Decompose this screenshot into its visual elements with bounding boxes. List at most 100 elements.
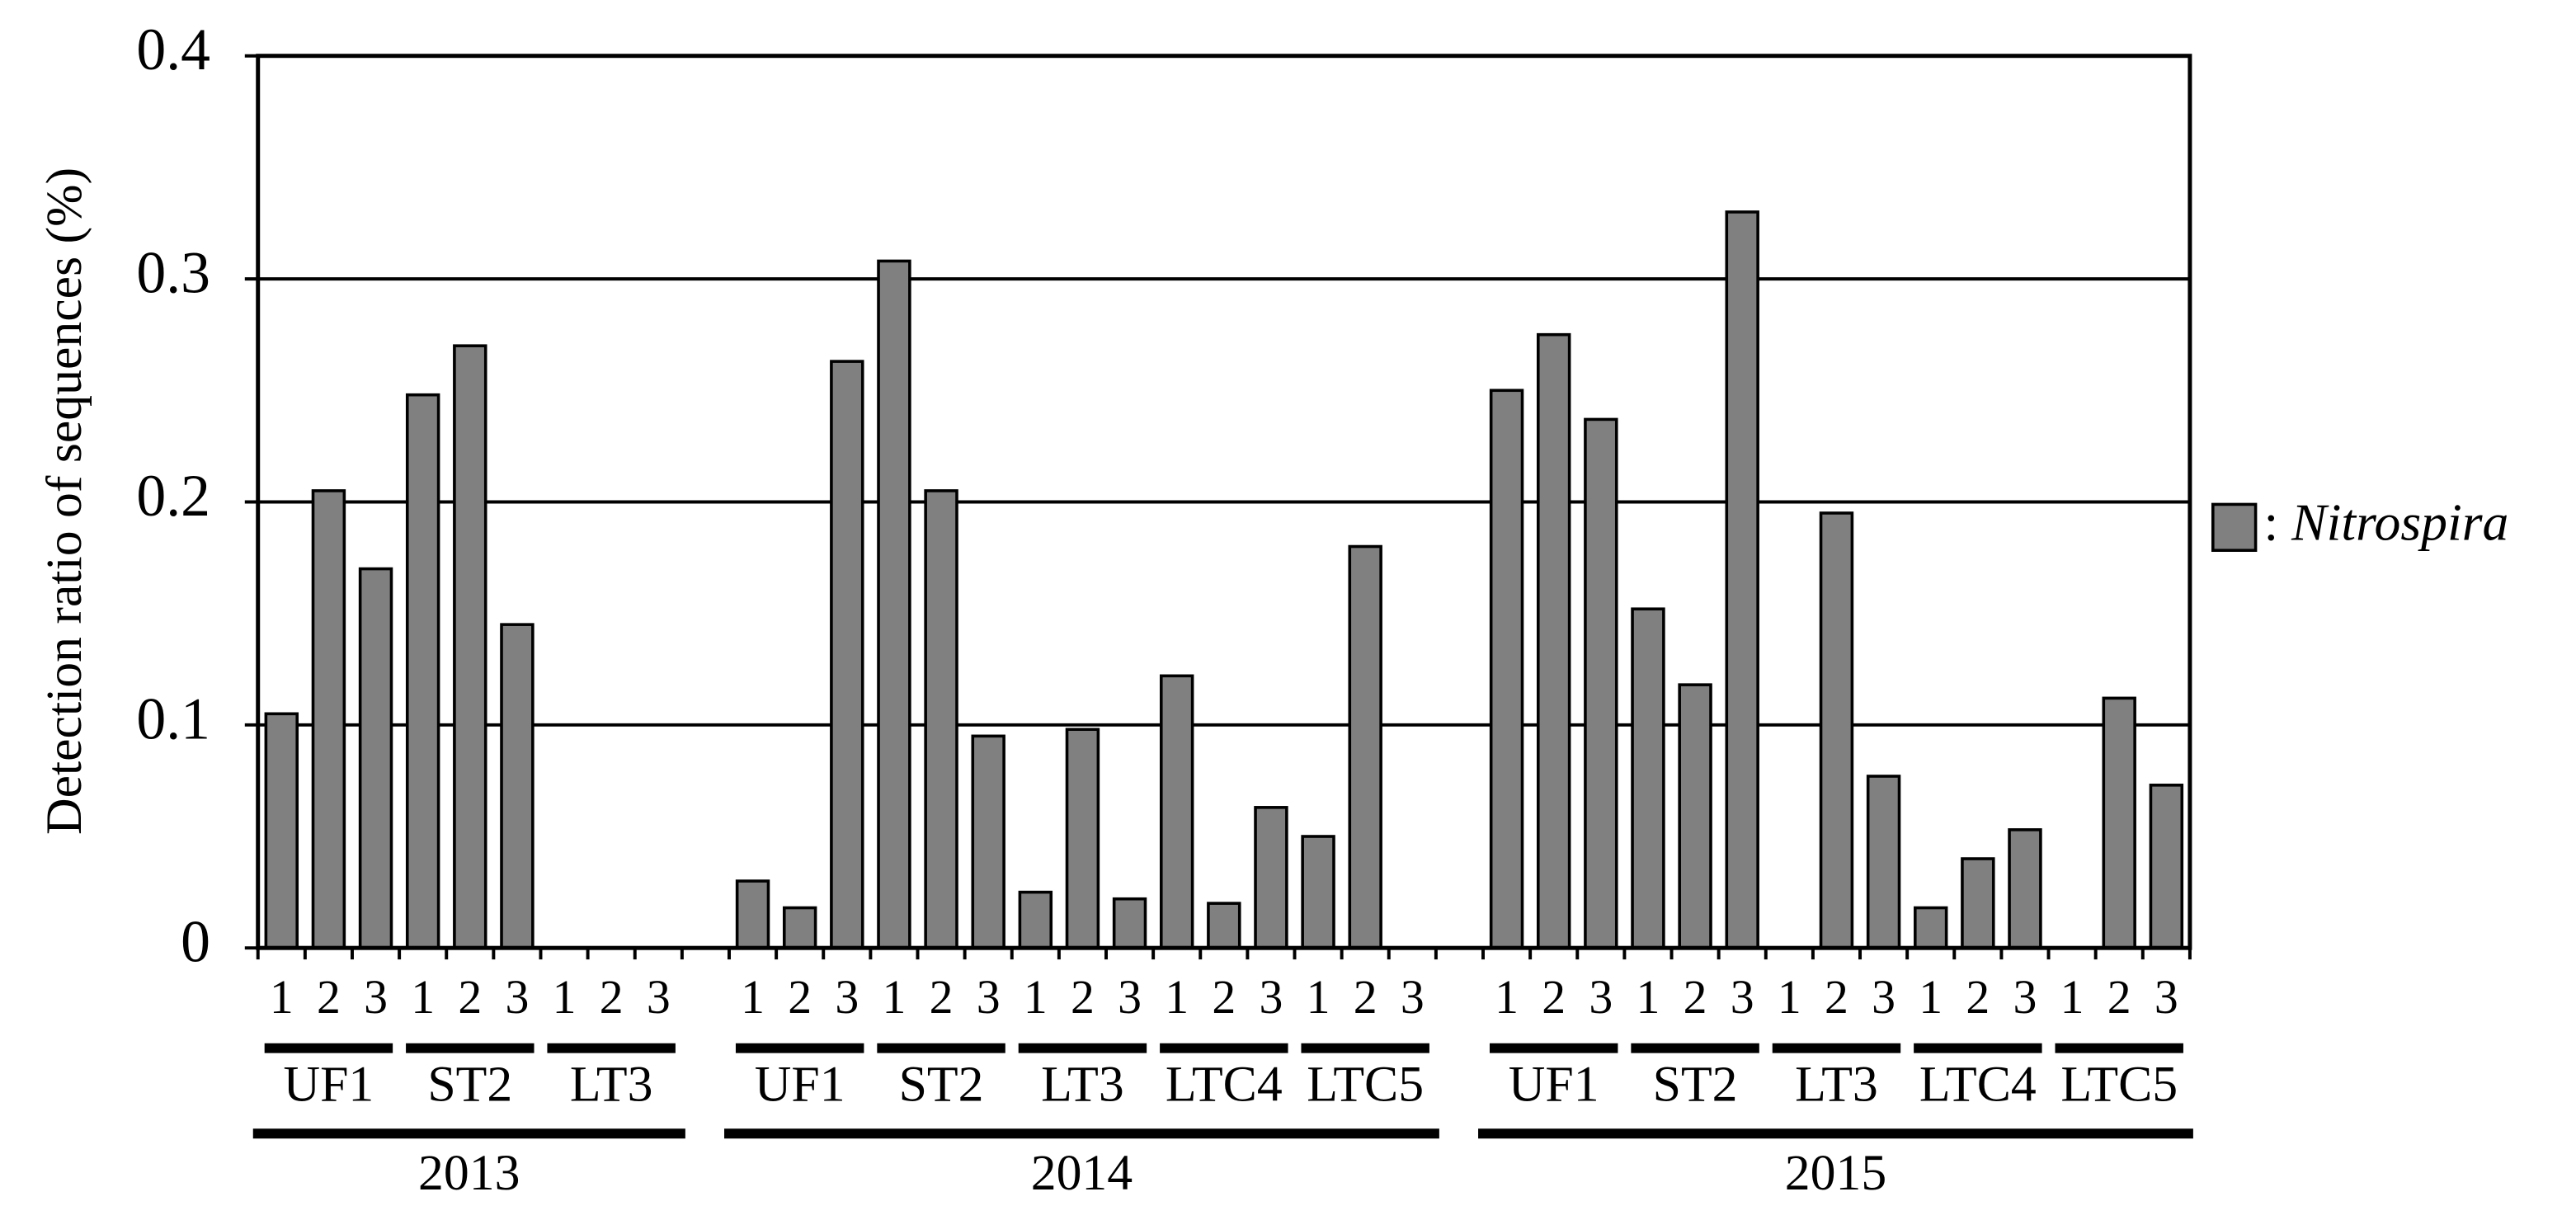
legend-label: : Nitrospira	[2264, 492, 2509, 551]
group-label: UF1	[1509, 1057, 1599, 1113]
x-tick-label: 2	[600, 972, 624, 1024]
x-tick-label: 3	[1731, 972, 1754, 1024]
x-tick-label: 1	[1636, 972, 1660, 1024]
x-tick-label: 2	[2107, 972, 2131, 1024]
x-tick-label: 2	[1542, 972, 1566, 1024]
bar	[2149, 784, 2184, 949]
x-tick-label: 1	[2060, 972, 2084, 1024]
x-tick-label: 3	[1260, 972, 1283, 1024]
x-tick-label: 3	[1118, 972, 1142, 1024]
group-label: LTC4	[1919, 1057, 2037, 1113]
group-label: UF1	[284, 1057, 374, 1113]
x-tick-label: 2	[1825, 972, 1848, 1024]
x-tick-label: 1	[1495, 972, 1519, 1024]
x-tick-label: 3	[1872, 972, 1896, 1024]
bar	[311, 489, 346, 949]
x-tick-label: 3	[1401, 972, 1425, 1024]
x-tick-label: 1	[883, 972, 907, 1024]
x-tick-label: 2	[930, 972, 954, 1024]
bar	[1065, 728, 1100, 949]
bar	[971, 734, 1005, 949]
x-tick-label: 3	[1589, 972, 1613, 1024]
x-tick-label: 1	[1307, 972, 1330, 1024]
x-tick-label: 2	[458, 972, 482, 1024]
group-label: LTC5	[1307, 1057, 1424, 1113]
group-label: LT3	[1795, 1057, 1878, 1113]
x-tick-label: 2	[788, 972, 812, 1024]
group-label: LTC4	[1166, 1057, 1283, 1113]
bar	[2102, 696, 2136, 949]
bar	[1914, 906, 1948, 949]
bar	[1961, 857, 1995, 949]
bar	[1207, 902, 1241, 949]
x-tick-label: 1	[270, 972, 294, 1024]
legend-swatch	[2211, 502, 2258, 552]
bar	[2008, 828, 2042, 949]
y-axis-label: Detection ratio of sequences (%)	[36, 167, 92, 835]
bar	[830, 360, 864, 949]
group-label: UF1	[755, 1057, 845, 1113]
bar	[1631, 607, 1665, 949]
y-tick-label: 0.4	[136, 16, 210, 82]
year-label: 2015	[1785, 1145, 1886, 1201]
legend-separator: :	[2264, 492, 2279, 551]
bar	[1301, 835, 1335, 949]
bar	[358, 567, 393, 949]
bar	[1866, 775, 1901, 949]
x-tick-label: 2	[317, 972, 341, 1024]
x-tick-label: 2	[1354, 972, 1377, 1024]
x-tick-label: 3	[977, 972, 1001, 1024]
bar	[1254, 806, 1288, 949]
bar	[924, 489, 958, 949]
y-tick-label: 0	[181, 909, 210, 975]
bar	[1489, 389, 1524, 949]
bar	[1584, 417, 1618, 949]
x-tick-label: 1	[411, 972, 435, 1024]
group-label: ST2	[899, 1057, 984, 1113]
bar	[1678, 683, 1712, 949]
plot-frame	[256, 54, 2192, 950]
y-tick-label: 0.3	[136, 240, 210, 306]
x-tick-label: 1	[1919, 972, 1943, 1024]
bar	[782, 906, 817, 949]
x-tick-label: 2	[1684, 972, 1707, 1024]
x-tick-label: 1	[1165, 972, 1189, 1024]
group-label: LT3	[570, 1057, 653, 1113]
legend-name: Nitrospira	[2291, 492, 2508, 551]
x-tick-label: 2	[1212, 972, 1236, 1024]
x-tick-label: 3	[364, 972, 388, 1024]
bar	[735, 879, 770, 949]
bar	[1536, 332, 1571, 949]
bar	[877, 259, 911, 949]
x-tick-label: 1	[741, 972, 765, 1024]
bar	[500, 623, 535, 949]
bar	[1018, 890, 1053, 949]
x-tick-label: 1	[1024, 972, 1048, 1024]
x-tick-label: 3	[2155, 972, 2178, 1024]
x-tick-label: 1	[553, 972, 577, 1024]
bar	[405, 393, 440, 949]
group-label: LTC5	[2060, 1057, 2178, 1113]
group-label: ST2	[427, 1057, 512, 1113]
bar	[1112, 897, 1147, 949]
bar	[1348, 544, 1382, 949]
year-label: 2013	[418, 1145, 520, 1201]
bar	[264, 712, 299, 949]
x-tick-label: 3	[647, 972, 671, 1024]
y-tick-label: 0.2	[136, 463, 210, 529]
year-label: 2014	[1031, 1145, 1133, 1201]
x-tick-label: 3	[2013, 972, 2037, 1024]
x-tick-label: 1	[1778, 972, 1801, 1024]
bar	[453, 344, 487, 949]
bar	[1159, 674, 1194, 949]
x-tick-label: 2	[1966, 972, 1990, 1024]
x-tick-label: 3	[505, 972, 529, 1024]
group-label: LT3	[1041, 1057, 1124, 1113]
x-tick-label: 3	[835, 972, 859, 1024]
group-label: ST2	[1653, 1057, 1738, 1113]
x-tick-label: 2	[1071, 972, 1095, 1024]
bar	[1819, 511, 1854, 949]
y-tick-label: 0.1	[136, 685, 210, 751]
